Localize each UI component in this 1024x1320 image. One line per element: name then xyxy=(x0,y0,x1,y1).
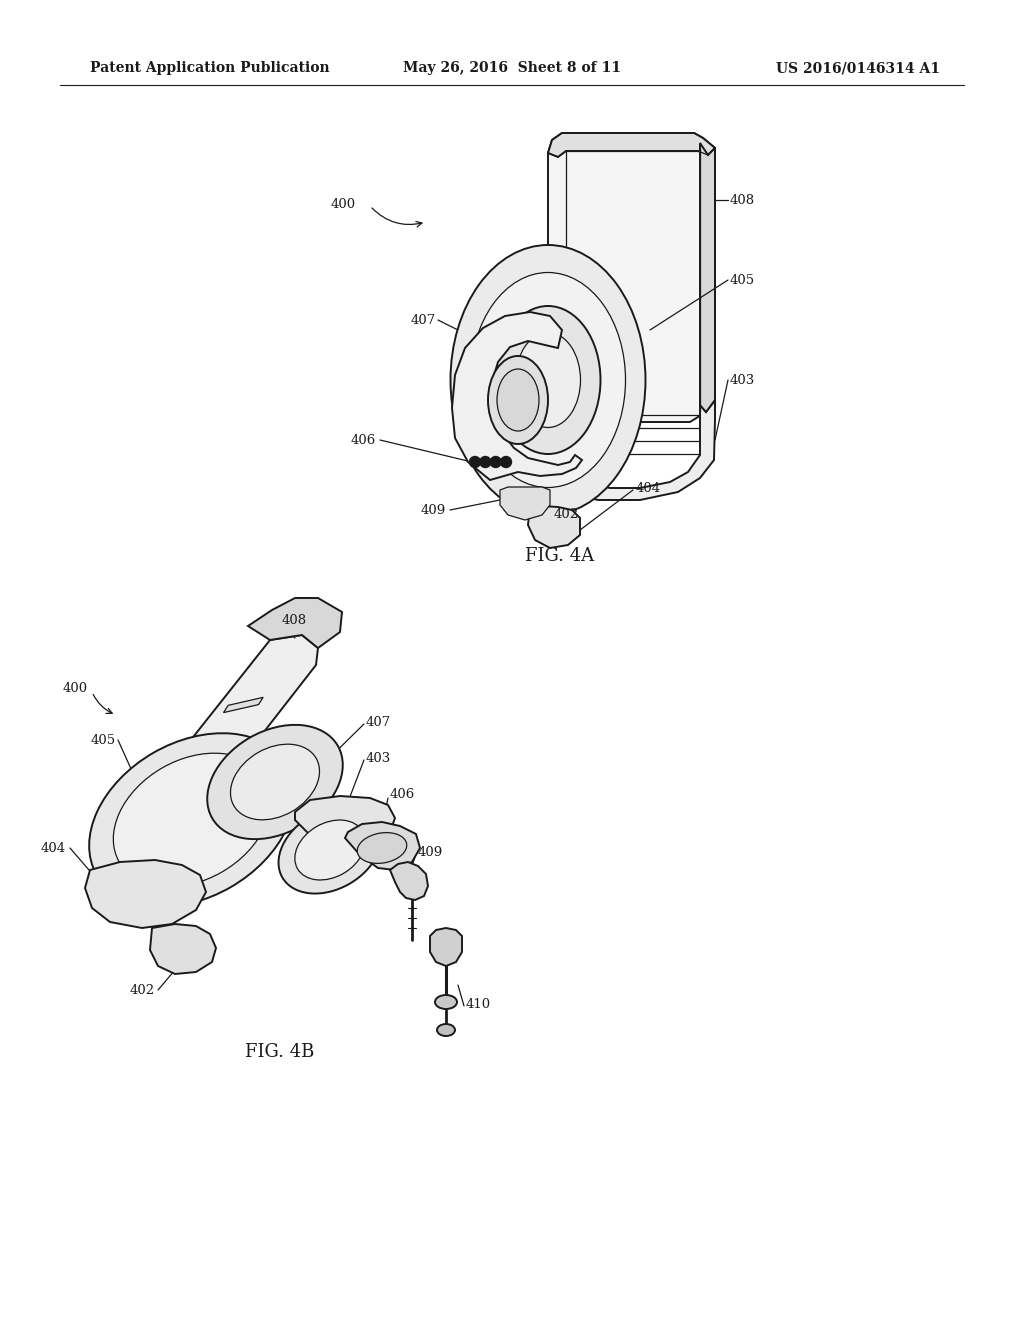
Text: 404: 404 xyxy=(41,842,66,854)
Ellipse shape xyxy=(437,1024,455,1036)
Text: 406: 406 xyxy=(351,433,376,446)
Text: 406: 406 xyxy=(390,788,416,801)
Text: 408: 408 xyxy=(730,194,755,206)
Text: Patent Application Publication: Patent Application Publication xyxy=(90,61,330,75)
Ellipse shape xyxy=(515,333,581,428)
Polygon shape xyxy=(500,487,550,520)
Circle shape xyxy=(490,457,501,467)
Ellipse shape xyxy=(470,272,626,487)
Circle shape xyxy=(480,457,490,467)
Polygon shape xyxy=(295,796,395,847)
Text: 407: 407 xyxy=(411,314,436,326)
Polygon shape xyxy=(548,133,715,422)
Polygon shape xyxy=(430,928,462,966)
Text: May 26, 2016  Sheet 8 of 11: May 26, 2016 Sheet 8 of 11 xyxy=(403,61,621,75)
Polygon shape xyxy=(223,697,263,713)
Ellipse shape xyxy=(497,370,539,432)
Ellipse shape xyxy=(114,754,270,887)
Ellipse shape xyxy=(230,744,319,820)
Polygon shape xyxy=(548,133,715,157)
Ellipse shape xyxy=(435,995,457,1008)
Ellipse shape xyxy=(357,833,407,863)
Text: 410: 410 xyxy=(466,998,492,1011)
Text: FIG. 4B: FIG. 4B xyxy=(246,1043,314,1061)
Ellipse shape xyxy=(207,725,343,840)
Circle shape xyxy=(501,457,512,467)
Text: 405: 405 xyxy=(91,734,116,747)
Ellipse shape xyxy=(488,356,548,444)
Polygon shape xyxy=(193,746,232,762)
Text: 405: 405 xyxy=(730,273,755,286)
Text: 400: 400 xyxy=(62,681,88,694)
Ellipse shape xyxy=(89,733,295,907)
Polygon shape xyxy=(150,924,216,974)
Polygon shape xyxy=(130,842,170,858)
Polygon shape xyxy=(102,635,318,882)
Circle shape xyxy=(469,457,480,467)
Text: 403: 403 xyxy=(366,751,391,764)
Text: FIG. 4A: FIG. 4A xyxy=(525,546,595,565)
Polygon shape xyxy=(390,862,428,900)
Polygon shape xyxy=(548,400,715,500)
Text: 404: 404 xyxy=(636,482,662,495)
Ellipse shape xyxy=(451,246,645,515)
Polygon shape xyxy=(95,816,174,888)
Ellipse shape xyxy=(295,820,366,880)
Text: 408: 408 xyxy=(282,614,307,627)
Polygon shape xyxy=(700,143,715,412)
Text: 409: 409 xyxy=(418,846,443,858)
Ellipse shape xyxy=(496,306,600,454)
Polygon shape xyxy=(162,795,201,809)
Ellipse shape xyxy=(279,807,382,894)
Polygon shape xyxy=(345,822,420,870)
Text: 409: 409 xyxy=(421,503,446,516)
Polygon shape xyxy=(528,506,580,548)
Text: 400: 400 xyxy=(331,198,356,211)
Text: 402: 402 xyxy=(554,507,580,520)
Polygon shape xyxy=(248,598,342,648)
Text: US 2016/0146314 A1: US 2016/0146314 A1 xyxy=(776,61,940,75)
Polygon shape xyxy=(452,312,582,480)
Text: 403: 403 xyxy=(730,374,756,387)
Text: 407: 407 xyxy=(366,715,391,729)
Polygon shape xyxy=(85,861,206,928)
Text: 402: 402 xyxy=(130,983,155,997)
